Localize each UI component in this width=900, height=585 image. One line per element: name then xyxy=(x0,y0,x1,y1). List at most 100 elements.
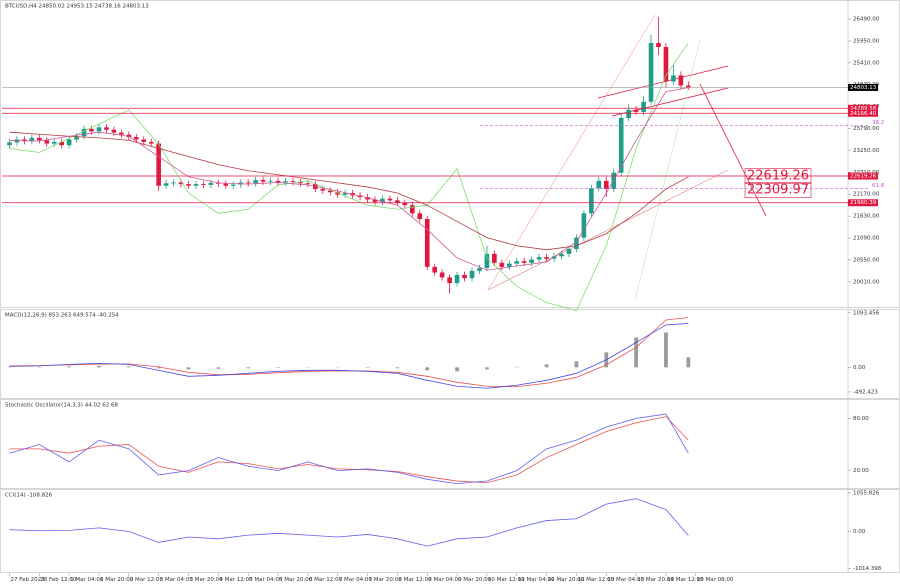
x-tick-label: 11 Mar 20:00 xyxy=(548,577,585,583)
y-tick-label: 25950.00 xyxy=(853,38,880,44)
candle-body xyxy=(551,256,557,259)
candle-body xyxy=(618,117,624,173)
histogram-bar xyxy=(97,365,101,368)
y-tick-label: 1093.456 xyxy=(853,310,880,316)
candle-body xyxy=(298,182,303,184)
candle-body xyxy=(529,259,534,263)
candle-body xyxy=(454,274,460,284)
x-tick-label: 5 Mar 04:00 xyxy=(249,577,283,583)
x-tick-label: 10 Mar 12:00 xyxy=(488,577,525,583)
histogram-bar xyxy=(126,366,131,368)
candle-body xyxy=(22,139,27,142)
candle-body xyxy=(230,184,236,186)
level-price-label: 24289.58 xyxy=(850,106,877,112)
y-tick-label: 20.00 xyxy=(853,468,869,474)
panel-title: CCI(14) -108.826 xyxy=(5,493,53,499)
candle-body xyxy=(245,182,251,184)
candle-body xyxy=(671,75,676,82)
histogram-bar xyxy=(395,367,400,369)
candle-body xyxy=(581,213,587,238)
candle-body xyxy=(611,172,617,189)
candle-body xyxy=(268,180,273,182)
candle-body xyxy=(193,184,199,186)
y-tick-label: 20550.00 xyxy=(853,257,880,263)
candle-body xyxy=(492,253,497,263)
candle-body xyxy=(469,270,475,279)
annotation-box xyxy=(744,168,812,184)
candle-body xyxy=(290,181,296,183)
candle-body xyxy=(648,42,654,102)
histogram-bar xyxy=(686,357,691,368)
x-tick-label: 1 Mar 20:00 xyxy=(100,577,134,583)
candle-body xyxy=(201,184,206,185)
panel-title: MACD(12,26,9) 853.263 649.574 -40.254 xyxy=(5,313,119,319)
level-price-label: 24803.13 xyxy=(850,85,877,91)
candle-body xyxy=(208,182,214,185)
histogram-bar xyxy=(664,332,668,368)
indicator-line xyxy=(9,413,689,485)
candle-body xyxy=(29,137,35,142)
level-annotation: 22619.26 xyxy=(747,169,809,184)
y-tick-label: 1055.826 xyxy=(853,490,880,496)
candle-body xyxy=(327,190,333,193)
candle-body xyxy=(96,127,102,132)
candle-body xyxy=(141,139,147,142)
level-price-box xyxy=(848,83,878,91)
candle-body xyxy=(574,237,579,250)
x-tick-label: 2 Mar 12:00 xyxy=(130,577,164,583)
x-tick-label: 3 Mar 04:00 xyxy=(160,577,194,583)
candle-body xyxy=(387,198,393,201)
level-price-box xyxy=(848,172,878,180)
x-tick-label: 12 Mar 12:00 xyxy=(577,577,614,583)
y-tick-label: 20010.00 xyxy=(853,279,880,285)
panel-title: BTCUSD,H4 24850.02 24953.15 24738.16 248… xyxy=(5,4,149,10)
candle-body xyxy=(633,109,639,112)
candle-body xyxy=(506,263,512,267)
candle-body xyxy=(477,268,482,271)
candle-body xyxy=(119,132,124,135)
candle-body xyxy=(163,183,169,186)
candle-body xyxy=(447,277,452,284)
histogram-bar xyxy=(425,367,430,371)
candle-body xyxy=(439,272,445,278)
candle-body xyxy=(596,180,602,189)
level-price-label: 22619.26 xyxy=(850,174,877,180)
level-price-label: 24166.40 xyxy=(850,111,877,117)
y-tick-label: 23790.00 xyxy=(853,126,880,132)
moving-average xyxy=(9,42,689,312)
histogram-bar xyxy=(544,364,549,368)
candle-body xyxy=(51,141,57,144)
trend-channel xyxy=(611,87,729,117)
x-tick-label: 3 Mar 20:00 xyxy=(190,577,224,583)
fan-line xyxy=(487,169,729,291)
projection-line xyxy=(699,83,767,217)
histogram-bar xyxy=(574,361,579,368)
candle-body xyxy=(253,180,258,184)
candle-body xyxy=(566,249,572,254)
y-tick-label: 80.00 xyxy=(853,416,869,422)
candle-body xyxy=(178,182,184,185)
candle-body xyxy=(89,128,94,132)
panel-title: Stochastic Oscillator(14,3,3) 44.02 62.6… xyxy=(5,403,118,409)
indicator-line xyxy=(9,323,689,389)
candle-body xyxy=(536,257,542,260)
histogram-bar xyxy=(156,367,161,369)
candle-body xyxy=(402,202,408,206)
candle-body xyxy=(223,183,229,186)
x-tick-label: 27 Feb 2023 xyxy=(10,577,45,583)
y-tick-label: 0.00 xyxy=(853,365,866,371)
candle-body xyxy=(283,181,288,183)
x-tick-label: 13 Mar 20:00 xyxy=(637,577,674,583)
candle-body xyxy=(81,128,87,137)
candle-body xyxy=(7,142,12,146)
candle-body xyxy=(432,266,438,273)
x-tick-label: 15 Mar 08:00 xyxy=(697,577,734,583)
candle-body xyxy=(499,262,505,267)
candle-body xyxy=(74,136,79,140)
x-tick-label: 6 Mar 12:00 xyxy=(309,577,343,583)
candle-body xyxy=(133,137,139,140)
histogram-bar xyxy=(246,367,251,369)
x-tick-label: 7 Mar 20:00 xyxy=(369,577,403,583)
fan-line xyxy=(487,14,656,291)
